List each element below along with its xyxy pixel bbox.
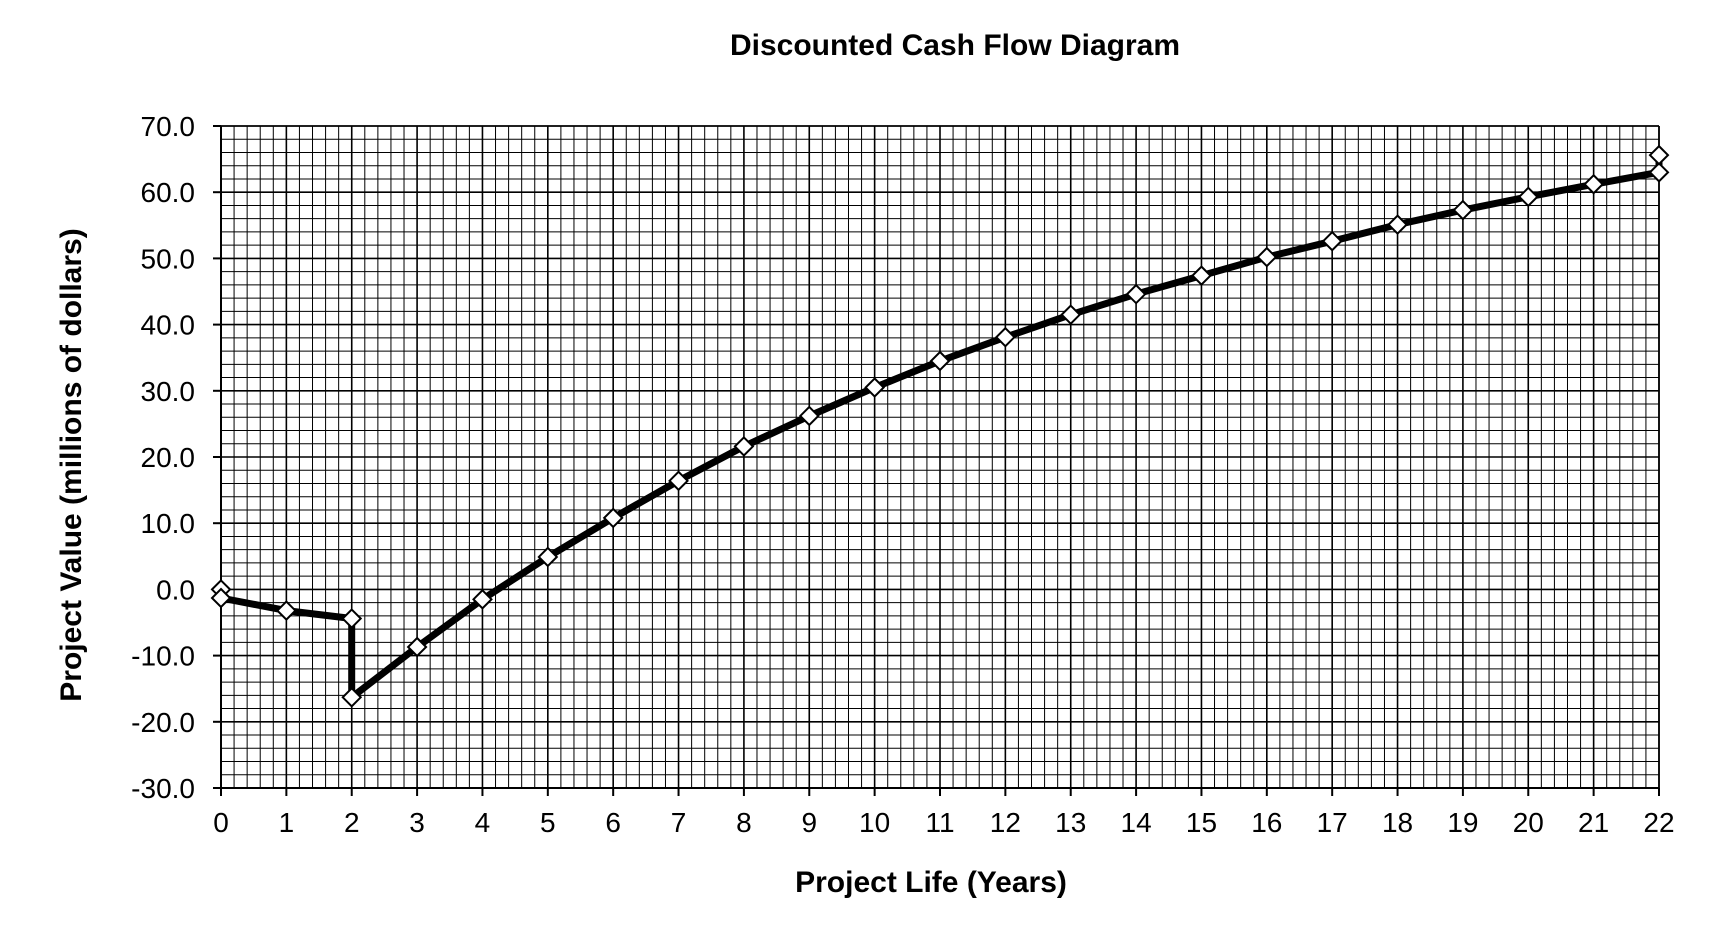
x-tick-label: 11 xyxy=(925,807,954,838)
data-point-marker xyxy=(798,405,820,427)
y-tick-label: 10.0 xyxy=(141,508,196,539)
data-point-marker xyxy=(1452,199,1474,221)
x-tick-label: 14 xyxy=(1121,807,1152,838)
x-tick-label: 16 xyxy=(1251,807,1282,838)
y-tick-label: 50.0 xyxy=(141,243,196,274)
x-tick-label: 18 xyxy=(1382,807,1413,838)
x-tick-label: 6 xyxy=(605,807,621,838)
grid xyxy=(220,125,1660,789)
data-point-marker xyxy=(994,326,1016,348)
y-tick-label: 40.0 xyxy=(141,310,196,341)
x-tick-label: 1 xyxy=(279,807,295,838)
data-point-marker xyxy=(668,470,689,492)
data-point-marker xyxy=(472,588,493,610)
data-point-marker xyxy=(1125,283,1147,305)
y-tick-label: 60.0 xyxy=(141,177,196,208)
x-tick-label: 3 xyxy=(409,807,425,838)
data-point-marker xyxy=(1191,265,1212,287)
x-tick-label: 0 xyxy=(213,807,229,838)
data-point-marker xyxy=(341,608,363,629)
data-point-marker xyxy=(1321,230,1343,252)
y-tick-label: 0.0 xyxy=(156,574,195,605)
x-tick-label: 21 xyxy=(1578,807,1609,838)
data-point-marker xyxy=(341,686,363,708)
data-point-marker xyxy=(1648,161,1670,183)
x-axis-title: Project Life (Years) xyxy=(795,866,1067,899)
x-tick-label: 20 xyxy=(1513,807,1544,838)
y-tick-label: 30.0 xyxy=(141,376,196,407)
y-tick-label: 70.0 xyxy=(141,111,196,142)
x-tick-label: 15 xyxy=(1186,807,1217,838)
x-tick-label: 7 xyxy=(671,807,687,838)
y-tick-label: -20.0 xyxy=(131,707,195,738)
x-tick-label: 22 xyxy=(1643,807,1674,838)
x-tick-label: 19 xyxy=(1447,807,1478,838)
series-line xyxy=(217,151,1663,701)
data-point-marker xyxy=(1648,144,1670,166)
x-tick-label: 9 xyxy=(801,807,817,838)
x-tick-label: 5 xyxy=(540,807,556,838)
x-tick-label: 2 xyxy=(344,807,360,838)
tick-labels: 70.0 60.0 50.0 40.0 30.0 20.0 10.0 0.0 -10.0 -20.… xyxy=(131,111,1674,838)
y-tick-label: -10.0 xyxy=(131,641,195,672)
data-point-marker xyxy=(1517,186,1539,208)
x-tick-label: 10 xyxy=(859,807,890,838)
data-point-marker xyxy=(929,350,951,372)
x-tick-label: 13 xyxy=(1055,807,1086,838)
data-point-marker xyxy=(1256,246,1278,268)
data-point-marker xyxy=(733,435,755,457)
data-point-marker xyxy=(864,377,886,398)
series-layer xyxy=(210,144,1670,708)
data-point-marker xyxy=(1387,214,1408,236)
data-point-marker xyxy=(602,507,624,529)
data-point-marker xyxy=(537,546,559,568)
y-tick-label: 20.0 xyxy=(141,442,196,473)
data-point-marker xyxy=(1060,304,1082,326)
x-tick-label: 12 xyxy=(990,807,1021,838)
x-tick-label: 8 xyxy=(736,807,752,838)
x-tick-label: 17 xyxy=(1317,807,1348,838)
axes xyxy=(213,125,1660,796)
chart-title: Discounted Cash Flow Diagram xyxy=(730,29,1180,62)
data-point-marker xyxy=(275,600,297,621)
x-tick-label: 4 xyxy=(475,807,491,838)
y-axis-title: Project Value (millions of dollars) xyxy=(55,228,88,701)
data-point-marker xyxy=(406,636,428,658)
data-point-marker xyxy=(1583,173,1605,195)
y-tick-label: -30.0 xyxy=(131,773,195,804)
data-point-marker xyxy=(210,587,232,609)
